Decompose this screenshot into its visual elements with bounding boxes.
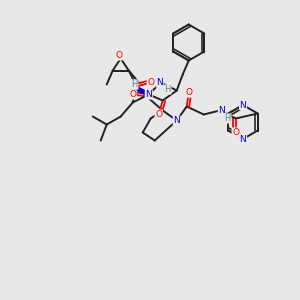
Text: O: O [185, 88, 192, 97]
Text: O: O [147, 78, 154, 87]
Text: O: O [232, 128, 239, 137]
Text: O: O [115, 51, 122, 60]
Text: N: N [240, 134, 246, 143]
Text: H: H [131, 80, 138, 89]
Text: H: H [224, 114, 231, 123]
Text: O: O [129, 90, 136, 99]
Text: O: O [155, 110, 162, 119]
Text: N: N [156, 78, 163, 87]
Text: N: N [240, 100, 246, 109]
Text: N: N [218, 106, 225, 115]
Text: N: N [173, 116, 180, 125]
Text: N: N [145, 90, 152, 99]
Text: H: H [164, 85, 171, 94]
